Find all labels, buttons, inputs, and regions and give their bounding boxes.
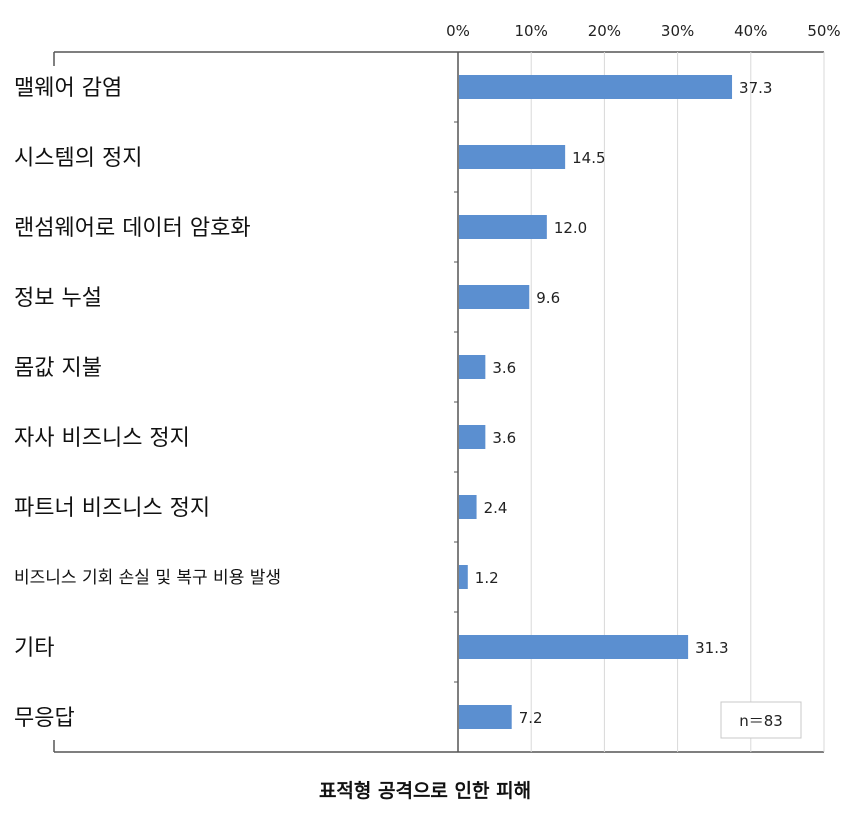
sample-size-label: n＝83: [739, 712, 783, 730]
bar: [459, 705, 512, 729]
category-label: 랜섬웨어로 데이터 암호화: [14, 216, 251, 241]
bar: [459, 495, 477, 519]
x-tick-label: 50%: [807, 22, 840, 40]
x-tick-label: 30%: [661, 22, 694, 40]
x-tick-label: 40%: [734, 22, 767, 40]
x-axis-ticks: 0% 10% 20% 30% 40% 50%: [446, 22, 841, 40]
value-label: 1.2: [475, 569, 499, 587]
value-label: 37.3: [739, 79, 772, 97]
chart-title: 표적형 공격으로 인한 피해: [318, 780, 532, 802]
value-label: 3.6: [492, 359, 516, 377]
category-label: 파트너 비즈니스 정지: [14, 496, 210, 521]
sample-size-note: n＝83: [720, 701, 802, 739]
bar: [459, 145, 566, 169]
x-tick-label: 10%: [515, 22, 548, 40]
bar: [459, 75, 733, 99]
bar: [459, 215, 547, 239]
value-labels: 37.3 14.5 12.0 9.6 3.6 3.6 2.4 1.2 31.3 7.2: [475, 79, 773, 727]
bar: [459, 565, 468, 589]
category-label: 무응답: [14, 706, 75, 731]
bars: [459, 75, 733, 729]
x-tick-label: 20%: [588, 22, 621, 40]
bar: [459, 635, 689, 659]
value-label: 7.2: [519, 709, 543, 727]
bar: [459, 355, 486, 379]
x-tick-label: 0%: [446, 22, 470, 40]
category-label: 비즈니스 기회 손실 및 복구 비용 발생: [14, 568, 281, 588]
value-label: 3.6: [492, 429, 516, 447]
chart-frame: [53, 51, 824, 753]
category-label: 몸값 지불: [14, 356, 102, 381]
value-label: 2.4: [484, 499, 508, 517]
category-label: 기타: [14, 636, 54, 661]
category-label: 맬웨어 감염: [14, 76, 122, 101]
bar: [459, 425, 486, 449]
bar: [459, 285, 530, 309]
value-label: 31.3: [695, 639, 728, 657]
value-label: 12.0: [554, 219, 587, 237]
category-label: 자사 비즈니스 정지: [14, 426, 190, 451]
category-label: 정보 누설: [14, 286, 102, 311]
value-label: 14.5: [572, 149, 605, 167]
value-label: 9.6: [536, 289, 560, 307]
category-label: 시스템의 정지: [14, 146, 142, 171]
